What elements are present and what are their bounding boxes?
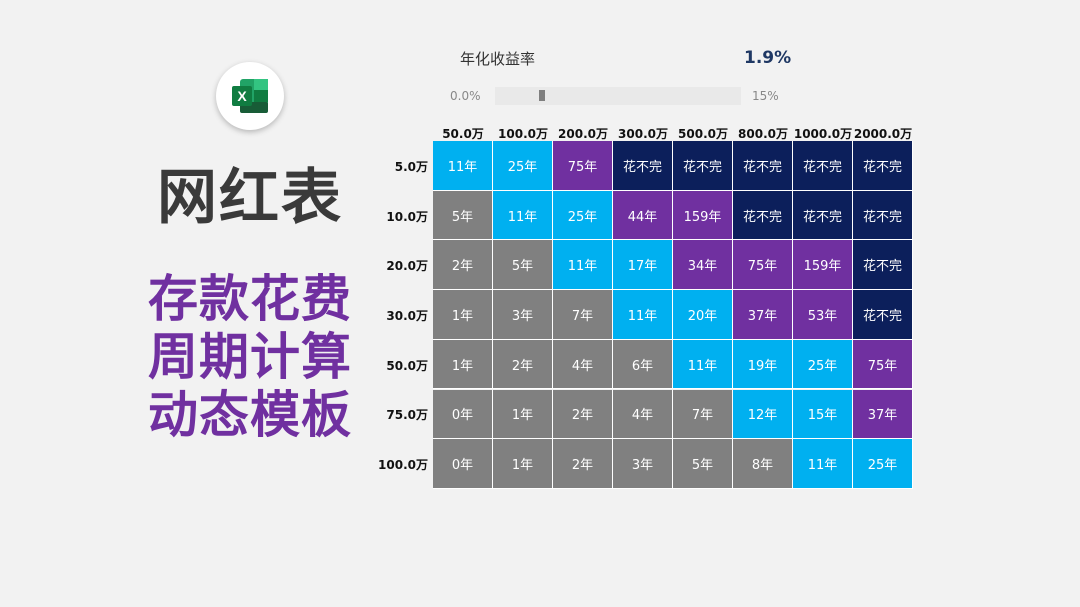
grid-cell: 25年 [493,141,553,191]
slider-max-label: 15% [752,89,779,103]
row-header: 100.0万 [378,458,428,473]
column-header: 800.0万 [738,127,788,141]
grid-cell: 25年 [793,339,853,390]
grid-cell: 花不完 [673,141,733,191]
grid-cell: 25年 [853,439,913,489]
column-header: 50.0万 [442,127,484,141]
grid-cell: 37年 [853,389,913,440]
rate-slider[interactable] [495,87,741,105]
rate-label: 年化收益率 [460,50,536,68]
grid-cell: 44年 [613,190,673,241]
grid-cell: 1年 [493,389,553,440]
rate-value: 1.9% [744,48,792,68]
grid-cell: 11年 [673,339,733,390]
row-header: 75.0万 [386,408,428,423]
slider-min-label: 0.0% [450,89,481,103]
grid-cell: 6年 [613,339,673,390]
grid-cell: 1年 [433,339,493,390]
grid-cell: 花不完 [853,240,913,291]
grid-cell: 2年 [493,339,553,390]
grid-cell: 11年 [553,240,613,291]
grid-cell: 2年 [553,439,613,489]
grid-cell: 17年 [613,240,673,291]
grid-cell: 3年 [493,290,553,340]
grid-cell: 20年 [673,290,733,340]
excel-logo: X [216,62,284,130]
column-header: 300.0万 [618,127,668,141]
grid-cell: 花不完 [733,190,793,241]
grid-cell: 花不完 [793,141,853,191]
grid-cell: 25年 [553,190,613,241]
column-header: 200.0万 [558,127,608,141]
grid-cell: 11年 [493,190,553,241]
grid-cell: 2年 [433,240,493,291]
grid-cell: 75年 [853,339,913,390]
slider-thumb[interactable] [539,90,545,101]
row-header: 5.0万 [394,159,428,174]
subtitle-line-3: 动态模板 [148,386,352,444]
excel-letter: X [237,88,247,104]
subtitle: 存款花费 周期计算 动态模板 [140,270,360,444]
column-header: 1000.0万 [793,127,853,141]
grid-cell: 花不完 [733,141,793,191]
grid-cell: 1年 [493,439,553,489]
grid-cell: 159年 [673,190,733,241]
grid-cell: 159年 [793,240,853,291]
subtitle-line-2: 周期计算 [148,328,352,386]
grid-cell: 花不完 [853,190,913,241]
grid-cell: 花不完 [793,190,853,241]
grid-cell: 5年 [433,190,493,241]
grid-cell: 4年 [613,389,673,440]
grid-cell: 2年 [553,389,613,440]
grid-cell: 75年 [553,141,613,191]
grid-cell: 7年 [553,290,613,340]
grid-cell: 0年 [433,389,493,440]
excel-icon: X [232,79,268,113]
column-header: 100.0万 [498,127,548,141]
page-title: 网红表 [157,163,343,233]
subtitle-line-1: 存款花费 [148,270,352,328]
column-header: 2000.0万 [853,127,913,141]
grid-cell: 花不完 [853,290,913,340]
grid-cell: 15年 [793,389,853,440]
grid-cell: 11年 [613,290,673,340]
result-grid: 11年 25年 75年 花不完 花不完 花不完 花不完 花不完 5年 11年 25年 44年 159年花… [433,141,914,490]
grid-cell: 0年 [433,439,493,489]
row-header: 30.0万 [386,308,428,323]
grid-cell: 8年 [733,439,793,489]
column-header: 500.0万 [678,127,728,141]
grid-cell: 5年 [673,439,733,489]
grid-cell: 花不完 [853,141,913,191]
grid-cell: 4年 [553,339,613,390]
grid-cell: 花不完 [613,141,673,191]
grid-cell: 12年 [733,389,793,440]
row-header: 50.0万 [386,358,428,373]
grid-cell: 7年 [673,389,733,440]
grid-cell: 5年 [493,240,553,291]
grid-cell: 19年 [733,339,793,390]
grid-cell: 53年 [793,290,853,340]
grid-cell: 11年 [793,439,853,489]
grid-cell: 75年 [733,240,793,291]
grid-cell: 3年 [613,439,673,489]
grid-cell: 1年 [433,290,493,340]
grid-cell: 11年 [433,141,493,191]
grid-cell: 37年 [733,290,793,340]
row-header: 10.0万 [386,209,428,224]
row-header: 20.0万 [386,259,428,274]
grid-cell: 34年 [673,240,733,291]
